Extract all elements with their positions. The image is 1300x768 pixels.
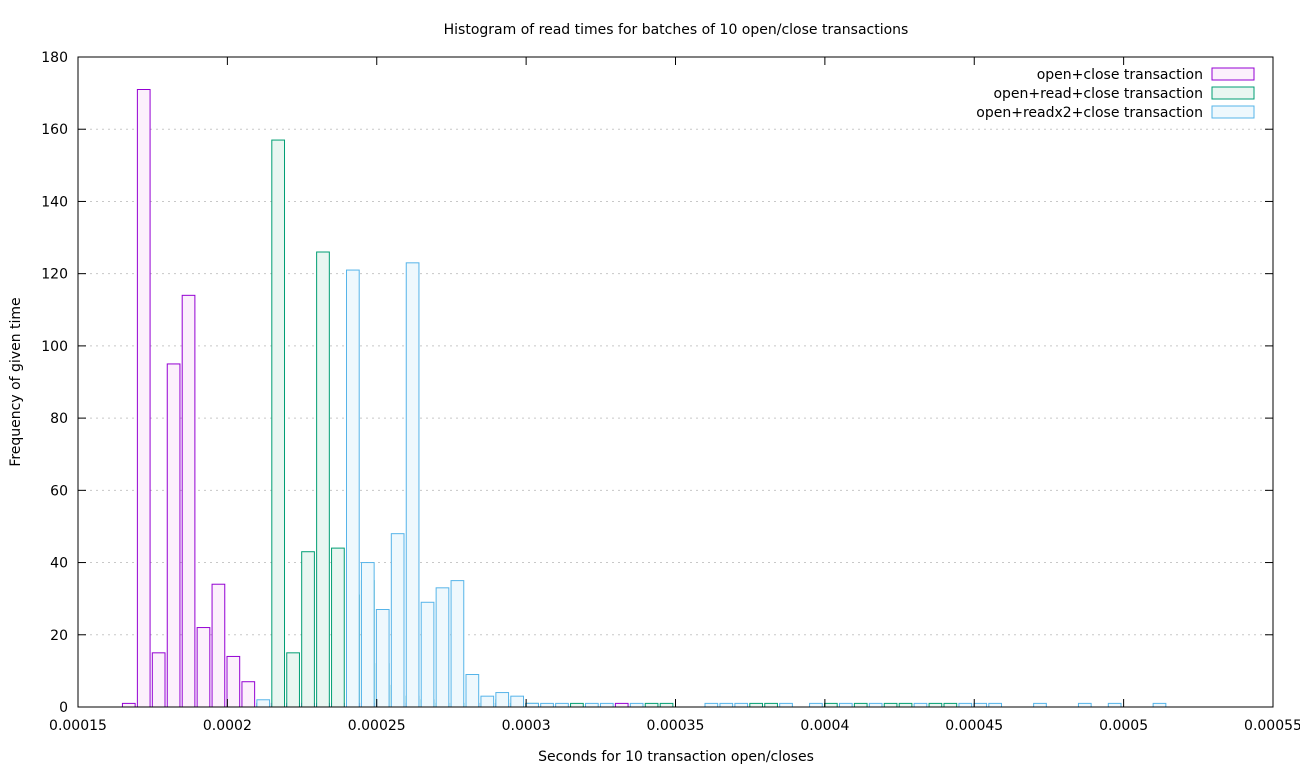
histogram-bar	[824, 702, 838, 708]
histogram-bar	[211, 583, 226, 708]
y-tick-label: 20	[50, 628, 68, 644]
histogram-bar	[465, 674, 480, 708]
histogram-bar	[375, 609, 390, 708]
histogram-bar	[405, 262, 420, 708]
histogram-bar	[226, 655, 241, 708]
histogram-bar	[958, 702, 973, 708]
legend-label: open+readx2+close transaction	[976, 105, 1203, 121]
plot-frame	[77, 56, 1274, 708]
histogram-bar	[480, 695, 495, 708]
y-axis-label: Frequency of given time	[8, 297, 24, 466]
series-1-bars	[121, 89, 629, 708]
histogram-bar	[913, 702, 928, 708]
histogram-bar	[540, 702, 554, 708]
legend: open+close transaction open+read+close tr…	[976, 67, 1255, 121]
histogram-bar	[585, 702, 599, 708]
histogram-bar	[1077, 702, 1092, 708]
histogram-bar	[749, 702, 764, 708]
histogram-bar	[555, 702, 569, 708]
histogram-bar	[241, 681, 256, 708]
histogram-bar	[943, 702, 958, 708]
histogram-bar	[136, 89, 151, 708]
legend-swatch	[1211, 105, 1255, 119]
legend-label: open+read+close transaction	[993, 86, 1203, 102]
histogram-bar	[988, 702, 1003, 708]
histogram-bar	[196, 627, 211, 708]
x-tick-label: 0.0003	[502, 718, 551, 734]
histogram-bar	[734, 702, 749, 708]
histogram-bar	[301, 551, 315, 708]
x-axis-label: Seconds for 10 transaction open/closes	[538, 749, 814, 765]
histogram-bar	[390, 533, 405, 708]
histogram-bar	[764, 702, 778, 708]
x-tick-label: 0.00055	[1244, 718, 1300, 734]
x-tick-label: 0.0005	[1099, 718, 1148, 734]
series-3-bars	[256, 262, 1167, 708]
histogram-bar	[629, 702, 644, 708]
histogram-bar	[973, 702, 988, 708]
histogram-bar	[346, 269, 360, 708]
histogram-bar	[121, 702, 136, 708]
histogram-bar	[450, 580, 465, 708]
histogram-bar	[898, 702, 913, 708]
histogram-bar	[1033, 702, 1047, 708]
y-tick-label: 180	[41, 50, 68, 66]
histogram-bar	[510, 695, 525, 708]
axis-ticks: 0 20 40 60 80 100 120 140 160 180 0.00015 0.0002 0.0…	[41, 50, 1300, 734]
y-tick-label: 100	[41, 339, 68, 355]
grid-lines	[78, 128, 1273, 636]
x-tick-label: 0.0002	[203, 718, 252, 734]
histogram-bar	[331, 547, 345, 708]
x-tick-label: 0.0004	[800, 718, 849, 734]
histogram-bar	[256, 699, 271, 708]
histogram-bars	[121, 89, 1167, 708]
histogram-bar	[704, 702, 719, 708]
y-tick-label: 120	[41, 267, 68, 283]
y-tick-label: 60	[50, 483, 68, 499]
y-tick-label: 0	[59, 700, 68, 716]
x-tick-label: 0.00015	[49, 718, 107, 734]
histogram-bar	[719, 702, 734, 708]
histogram-bar	[286, 652, 300, 708]
histogram-bar	[525, 702, 539, 708]
histogram-bar	[853, 702, 868, 708]
legend-swatch	[1211, 67, 1255, 81]
legend-label: open+close transaction	[1037, 67, 1203, 83]
histogram-bar	[420, 601, 435, 708]
histogram-bar	[181, 294, 196, 708]
y-tick-label: 160	[41, 122, 68, 138]
x-tick-label: 0.00025	[348, 718, 406, 734]
histogram-bar	[360, 562, 375, 708]
y-tick-label: 80	[50, 411, 68, 427]
histogram-bar	[570, 702, 584, 708]
histogram-bar	[599, 702, 614, 708]
x-tick-label: 0.00045	[945, 718, 1003, 734]
y-tick-label: 140	[41, 194, 68, 210]
histogram-bar	[435, 587, 450, 708]
histogram-bar	[316, 251, 330, 708]
histogram-bar	[271, 139, 286, 708]
histogram-bar	[644, 702, 659, 708]
x-tick-label: 0.00035	[647, 718, 705, 734]
legend-swatch	[1211, 86, 1255, 100]
histogram-bar	[614, 702, 629, 708]
histogram-bar	[151, 652, 166, 708]
chart-title: Histogram of read times for batches of 1…	[444, 22, 909, 38]
histogram-bar	[659, 702, 674, 708]
histogram-bar	[868, 702, 883, 708]
histogram-bar	[495, 692, 510, 708]
y-tick-label: 40	[50, 556, 68, 572]
histogram-bar	[809, 702, 823, 708]
histogram-bar	[928, 702, 943, 708]
histogram-bar	[883, 702, 898, 708]
histogram-bar	[838, 702, 853, 708]
histogram-bar	[1107, 702, 1122, 708]
histogram-bar	[779, 702, 793, 708]
histogram-bar	[1152, 702, 1167, 708]
histogram-bar	[166, 363, 181, 708]
